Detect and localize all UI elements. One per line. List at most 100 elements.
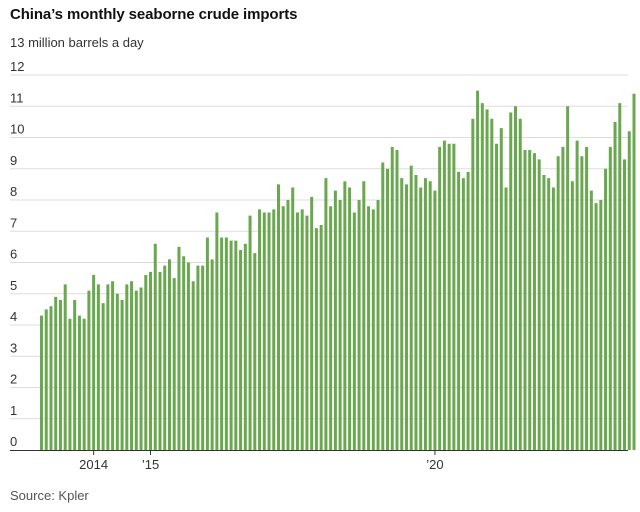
y-tick-label: 3 bbox=[10, 340, 17, 355]
unit-label: 13 million barrels a day bbox=[10, 35, 144, 50]
x-tick-label: ’15 bbox=[142, 457, 159, 472]
bar bbox=[96, 284, 100, 451]
bar bbox=[490, 118, 494, 450]
bar bbox=[547, 178, 551, 451]
bar bbox=[63, 284, 67, 451]
bar bbox=[551, 187, 555, 450]
bar bbox=[220, 237, 224, 450]
bar bbox=[348, 187, 352, 450]
bar bbox=[258, 209, 262, 451]
bar bbox=[277, 184, 280, 451]
bar bbox=[428, 181, 432, 450]
bar bbox=[423, 178, 427, 451]
bar bbox=[604, 168, 608, 450]
bar bbox=[262, 212, 266, 450]
bar bbox=[343, 181, 347, 450]
bar bbox=[205, 237, 209, 450]
bar bbox=[556, 156, 560, 450]
bar bbox=[191, 281, 195, 450]
bar bbox=[367, 206, 371, 450]
y-tick-label: 1 bbox=[10, 403, 17, 418]
bar bbox=[329, 206, 333, 450]
bar bbox=[68, 318, 72, 450]
bar bbox=[495, 143, 499, 450]
bar bbox=[163, 265, 167, 451]
bar bbox=[253, 253, 257, 451]
bar bbox=[44, 309, 48, 451]
bar bbox=[87, 290, 91, 451]
bar bbox=[248, 215, 252, 451]
bar bbox=[404, 184, 408, 451]
bar bbox=[433, 190, 437, 451]
bar bbox=[532, 153, 536, 451]
bar bbox=[239, 250, 243, 450]
bar bbox=[281, 206, 285, 450]
bar bbox=[158, 271, 162, 451]
bar bbox=[514, 106, 517, 450]
bar bbox=[485, 109, 489, 451]
y-tick-label: 6 bbox=[10, 247, 17, 262]
bar bbox=[589, 190, 593, 451]
bar bbox=[224, 237, 228, 450]
bar bbox=[172, 278, 176, 451]
bar bbox=[618, 103, 622, 451]
bar bbox=[537, 159, 541, 451]
bar bbox=[54, 296, 58, 451]
bar bbox=[210, 259, 214, 451]
bar bbox=[400, 178, 404, 451]
bar bbox=[196, 265, 200, 451]
bar bbox=[457, 171, 461, 451]
bar bbox=[627, 131, 631, 450]
bar bbox=[371, 209, 375, 451]
bar bbox=[357, 200, 361, 450]
bar bbox=[139, 287, 143, 450]
bar bbox=[272, 209, 276, 451]
bar bbox=[390, 146, 394, 451]
bar bbox=[92, 275, 96, 450]
bar bbox=[130, 281, 134, 450]
x-tick-label: 2014 bbox=[79, 457, 108, 472]
bar bbox=[580, 156, 584, 450]
bar bbox=[82, 318, 86, 450]
bar bbox=[414, 175, 418, 450]
bar bbox=[305, 215, 309, 451]
bar bbox=[120, 300, 124, 450]
bar bbox=[561, 146, 565, 451]
bar bbox=[466, 171, 470, 451]
bar bbox=[201, 265, 205, 451]
bar bbox=[167, 259, 171, 451]
bar bbox=[324, 178, 328, 451]
bar bbox=[570, 181, 574, 450]
bar bbox=[623, 159, 627, 451]
x-tick-label: ’20 bbox=[426, 457, 443, 472]
y-tick-label: 5 bbox=[10, 278, 17, 293]
bar bbox=[599, 200, 603, 450]
bar bbox=[442, 140, 446, 451]
bar bbox=[419, 187, 423, 450]
bar bbox=[594, 203, 598, 451]
bar bbox=[542, 175, 546, 450]
bar bbox=[106, 284, 110, 451]
bar bbox=[144, 275, 148, 450]
bar bbox=[528, 150, 532, 450]
y-tick-label: 4 bbox=[10, 309, 17, 324]
bar bbox=[409, 165, 413, 451]
bar bbox=[509, 112, 513, 450]
bar bbox=[381, 162, 385, 450]
y-tick-label: 2 bbox=[10, 372, 17, 387]
bar bbox=[125, 284, 129, 451]
bar bbox=[101, 303, 105, 451]
bar bbox=[376, 200, 380, 450]
bar bbox=[49, 306, 53, 450]
bar bbox=[447, 143, 451, 450]
bar bbox=[186, 262, 190, 450]
bar bbox=[461, 178, 465, 451]
bar bbox=[438, 146, 442, 451]
bar bbox=[471, 118, 475, 450]
source-note: Source: Kpler bbox=[10, 488, 89, 503]
bar bbox=[319, 225, 323, 450]
bar bbox=[58, 300, 62, 450]
y-tick-label: 0 bbox=[10, 434, 17, 449]
bar bbox=[566, 106, 570, 450]
